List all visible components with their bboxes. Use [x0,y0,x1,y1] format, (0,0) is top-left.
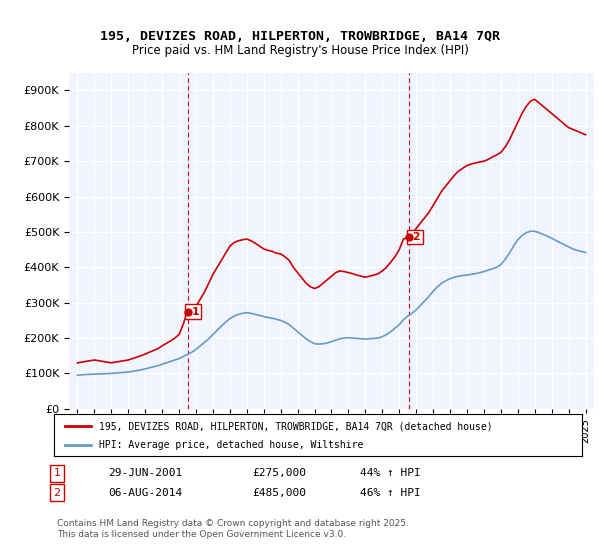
Text: Price paid vs. HM Land Registry's House Price Index (HPI): Price paid vs. HM Land Registry's House … [131,44,469,57]
Text: 195, DEVIZES ROAD, HILPERTON, TROWBRIDGE, BA14 7QR (detached house): 195, DEVIZES ROAD, HILPERTON, TROWBRIDGE… [99,421,493,431]
Text: 06-AUG-2014: 06-AUG-2014 [108,488,182,498]
Text: 1: 1 [53,468,61,478]
Text: 1: 1 [188,306,199,316]
Text: 2: 2 [409,232,421,242]
Text: HPI: Average price, detached house, Wiltshire: HPI: Average price, detached house, Wilt… [99,440,363,450]
Text: 2: 2 [53,488,61,498]
Text: Contains HM Land Registry data © Crown copyright and database right 2025.
This d: Contains HM Land Registry data © Crown c… [57,520,409,539]
Text: 44% ↑ HPI: 44% ↑ HPI [360,468,421,478]
Text: 46% ↑ HPI: 46% ↑ HPI [360,488,421,498]
Text: 29-JUN-2001: 29-JUN-2001 [108,468,182,478]
Text: £485,000: £485,000 [252,488,306,498]
Text: 195, DEVIZES ROAD, HILPERTON, TROWBRIDGE, BA14 7QR: 195, DEVIZES ROAD, HILPERTON, TROWBRIDGE… [100,30,500,43]
Text: £275,000: £275,000 [252,468,306,478]
